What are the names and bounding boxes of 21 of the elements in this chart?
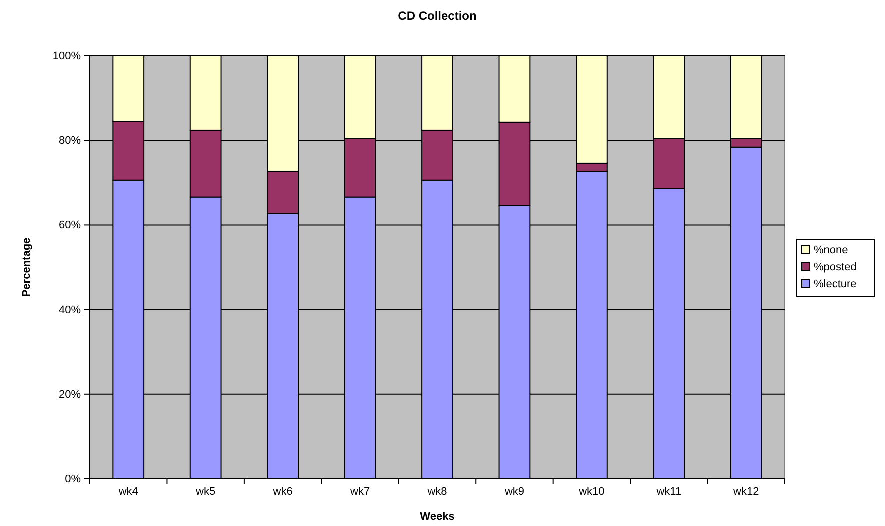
x-tick-label: wk7	[349, 486, 370, 498]
y-tick-label: 60%	[58, 220, 82, 232]
y-tick-label: 0%	[65, 474, 82, 486]
legend-label: %posted	[814, 262, 857, 274]
x-tick-label: wk11	[656, 486, 682, 498]
x-tick-label: wk10	[578, 486, 605, 498]
chart-title: CD Collection	[398, 9, 477, 23]
x-tick-label: wk4	[118, 486, 138, 498]
y-axis-title: Percentage	[21, 238, 33, 298]
legend-label: %lecture	[814, 278, 857, 290]
x-tick-label: wk9	[504, 486, 525, 498]
y-tick-label: 40%	[58, 304, 82, 316]
x-axis-title: Weeks	[420, 511, 455, 523]
x-tick-label: wk6	[272, 486, 293, 498]
y-tick-label: 80%	[58, 135, 82, 148]
x-tick-label: wk8	[426, 486, 448, 498]
y-tick-label: 20%	[58, 388, 82, 401]
y-tick-label: 100%	[52, 50, 82, 63]
x-tick-label: wk5	[195, 486, 216, 498]
legend-label: %none	[814, 244, 848, 256]
x-tick-label: wk12	[732, 486, 760, 498]
